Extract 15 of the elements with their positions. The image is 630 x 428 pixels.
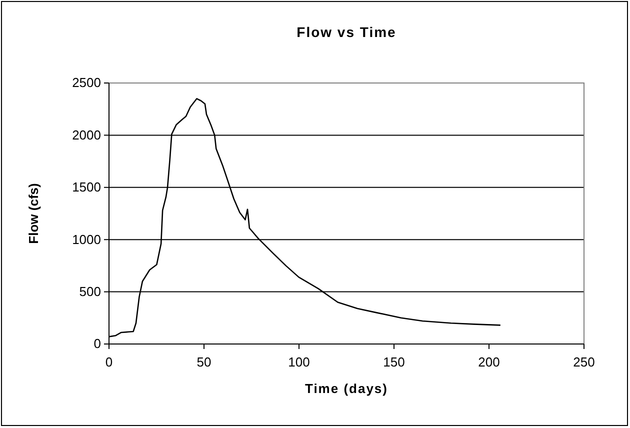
chart-title: Flow vs Time xyxy=(296,24,396,40)
x-tick-label: 250 xyxy=(573,354,595,370)
x-tick-label: 0 xyxy=(105,354,113,370)
y-tick-label: 0 xyxy=(94,336,101,352)
y-tick-label: 2500 xyxy=(72,75,101,90)
y-tick-label: 500 xyxy=(79,284,101,299)
x-tick-label: 50 xyxy=(196,354,212,370)
x-tick-label: 150 xyxy=(383,354,405,370)
x-tick-label: 200 xyxy=(478,354,500,370)
y-axis-title: Flow (cfs) xyxy=(26,183,41,244)
x-axis-title: Time (days) xyxy=(304,381,388,396)
y-tick-label: 1000 xyxy=(72,232,101,247)
x-tick-label: 100 xyxy=(288,354,310,370)
y-tick-label: 1500 xyxy=(72,180,101,195)
y-tick-label: 2000 xyxy=(72,127,101,142)
